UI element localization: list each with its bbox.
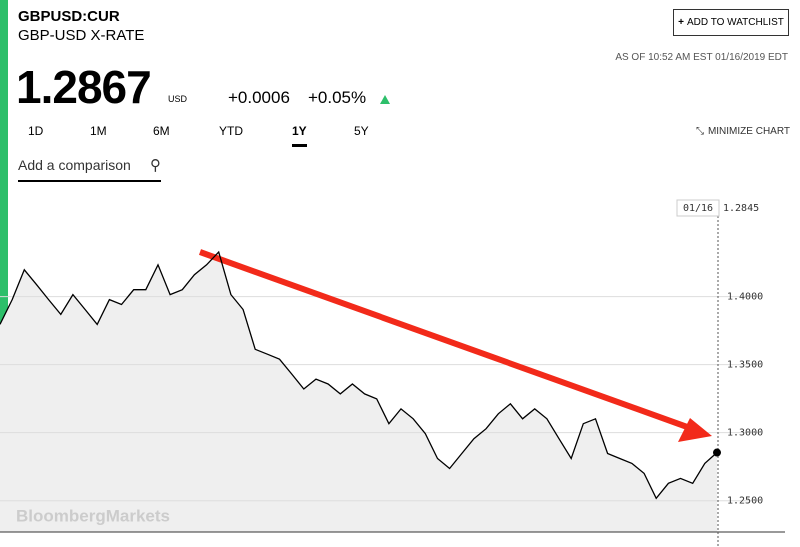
range-tab[interactable]: 1D [28,124,44,138]
watermark: BloombergMarkets [16,506,170,525]
range-tab[interactable]: 5Y [354,124,369,138]
range-tab[interactable]: 6M [153,124,170,138]
annotation-arrow [198,249,692,431]
ticker: GBPUSD:CUR [18,8,120,25]
cursor-value: 1.2845 [723,203,759,214]
watchlist-button[interactable]: + ADD TO WATCHLIST [673,9,789,36]
minimize-chart[interactable]: ⤡ MINIMIZE CHART [695,126,790,137]
y-tick-label: 1.3500 [727,360,763,371]
cursor-date-box [676,199,720,217]
change-percent: +0.05% [308,88,367,107]
range-tab[interactable]: YTD [219,124,243,138]
accent-bar [0,0,8,330]
minimize-label: MINIMIZE CHART [707,126,790,137]
y-tick-label: 1.3000 [727,428,763,439]
area-fill [0,252,717,532]
range-tab[interactable]: 1Y [292,124,307,147]
watchlist-label: ADD TO WATCHLIST [686,17,784,28]
range-tab[interactable]: 1M [90,124,107,138]
comparison-input[interactable]: Add a comparison ⚲ [18,150,161,182]
y-tick-label: 1.4000 [727,292,763,303]
currency: USD [168,94,188,104]
price-line [0,250,718,500]
arrow-head [678,418,712,442]
instrument-name: GBP-USD X-RATE [18,27,145,44]
last-point [713,448,721,457]
comparison-placeholder: Add a comparison [18,157,131,173]
up-arrow [380,95,390,104]
y-tick-label: 1.2500 [727,496,763,507]
price: 1.2867 [16,61,152,113]
as-of: AS OF 10:52 AM EST 01/16/2019 EDT [615,52,788,63]
cursor-date: 01/16 [683,203,713,214]
change: +0.0006 [228,88,290,107]
